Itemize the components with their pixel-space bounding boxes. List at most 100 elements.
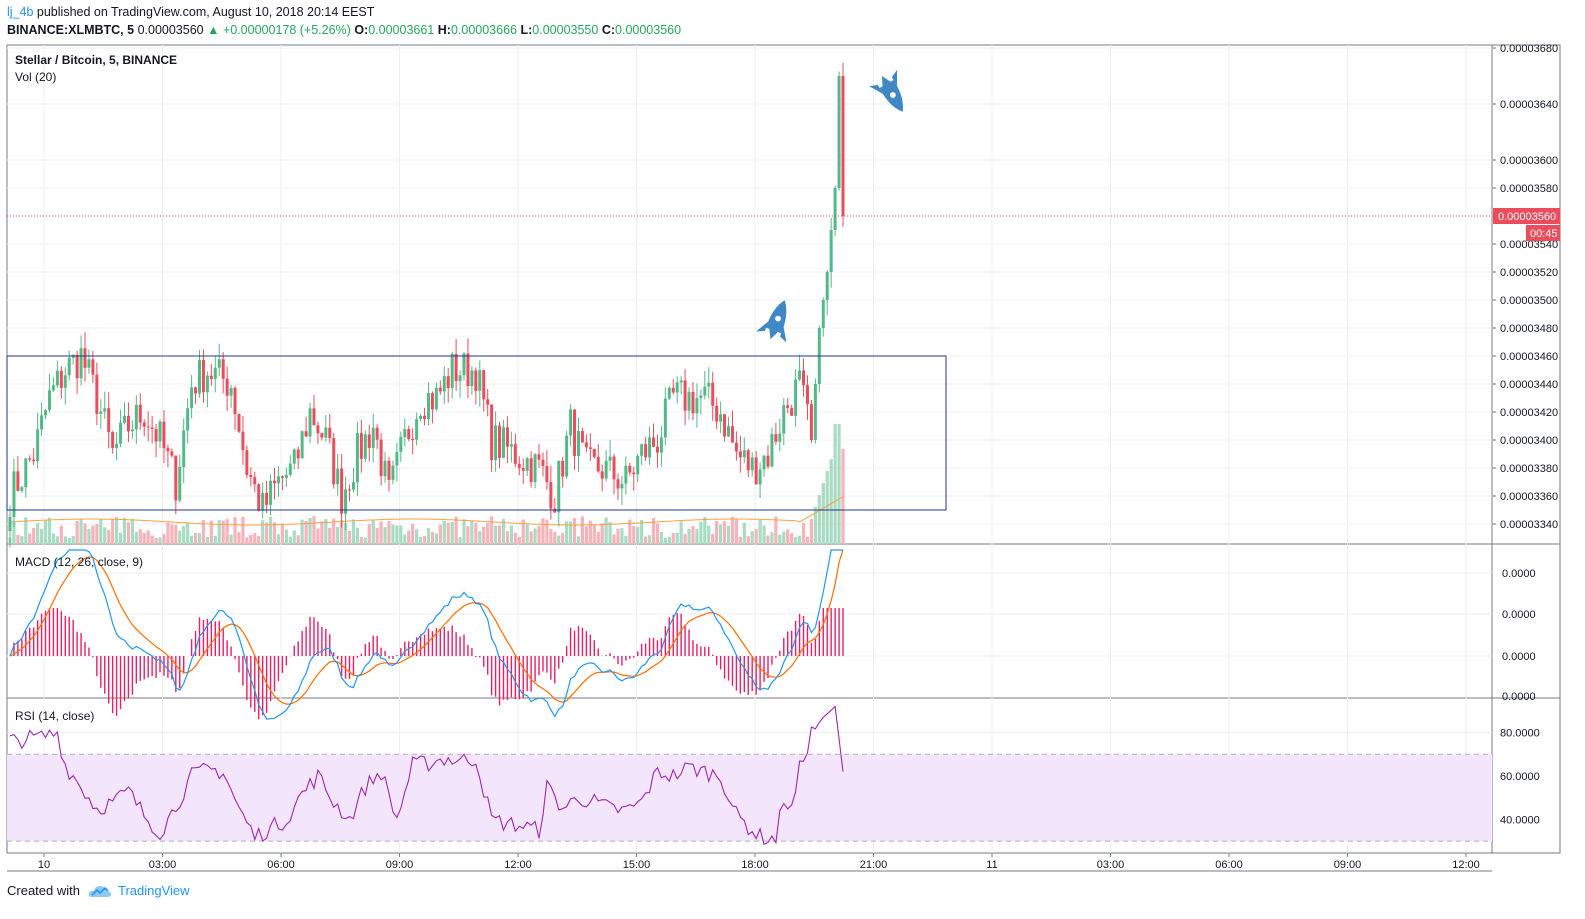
rsi-pane-title: RSI (14, close) — [15, 709, 94, 723]
tradingview-link[interactable]: TradingView — [88, 883, 190, 898]
volume-bar — [253, 533, 257, 544]
candle-body — [205, 375, 209, 393]
candle-body — [723, 414, 727, 437]
candle-body — [711, 382, 715, 406]
candle-body — [119, 422, 123, 444]
candle-body — [371, 427, 375, 448]
volume-bar — [774, 516, 778, 544]
candle-body — [529, 458, 533, 483]
candle-body — [616, 479, 620, 489]
candle-body — [320, 433, 324, 438]
candle-body — [604, 460, 608, 479]
volume-bar — [442, 520, 446, 544]
volume-bar — [592, 524, 596, 544]
candle-body — [36, 429, 40, 462]
candle-body — [213, 367, 217, 379]
volume-bar — [588, 520, 592, 544]
volume-bar — [415, 529, 419, 544]
volume-bar — [612, 534, 616, 544]
candle-body — [442, 376, 446, 392]
candle-body — [87, 359, 91, 368]
volume-bar — [245, 537, 249, 544]
change-value: ▲ +0.00000178 (+5.26%) — [207, 23, 351, 37]
rocket-icon — [869, 69, 903, 112]
candle-body — [126, 415, 130, 432]
time-tick-label: 18:00 — [741, 859, 769, 871]
candle-body — [659, 437, 663, 453]
volume-bar — [770, 531, 774, 544]
high-value: 0.00003666 — [450, 23, 517, 37]
candle-body — [383, 460, 387, 477]
volume-bar — [790, 533, 794, 544]
candle-body — [324, 427, 328, 438]
volume-bar — [284, 529, 288, 544]
candle-body — [663, 398, 667, 438]
price-tick-label: 0.00003520 — [1500, 267, 1558, 279]
candle-body — [296, 449, 300, 459]
candle-body — [612, 456, 616, 480]
candle-body — [225, 378, 229, 396]
volume-bar — [817, 495, 821, 544]
price-tick-label: 0.00003640 — [1500, 99, 1558, 111]
candle-body — [490, 404, 494, 461]
publish-header: lj_4b published on TradingView.com, Augu… — [7, 3, 374, 21]
volume-bar — [841, 449, 845, 544]
symbol-label: BINANCE:XLMBTC, 5 — [7, 23, 135, 37]
volume-bar — [367, 524, 371, 544]
volume-bar — [766, 535, 770, 544]
volume-ma-line — [9, 496, 844, 526]
volume-bar — [719, 524, 723, 544]
volume-bar — [778, 534, 782, 544]
volume-bar — [47, 517, 52, 544]
candle-body — [79, 348, 83, 379]
volume-bar — [596, 531, 600, 544]
price-tick-label: 0.00003680 — [1500, 43, 1558, 55]
volume-bar — [379, 521, 383, 544]
volume-bar — [517, 536, 521, 544]
macd-tick-label: 0.0000 — [1502, 691, 1536, 703]
candle-body — [782, 405, 786, 434]
volume-bar — [288, 536, 292, 544]
volume-bar — [640, 519, 644, 544]
macd-signal-line — [9, 549, 844, 705]
candle-body — [387, 460, 391, 480]
candle-body — [99, 411, 103, 414]
volume-bar — [537, 526, 541, 544]
price-tick-label: 0.00003500 — [1500, 295, 1558, 307]
volume-bar — [628, 519, 632, 544]
candle-body — [687, 391, 691, 411]
candle-body — [348, 489, 352, 491]
volume-bar — [292, 530, 296, 544]
candle-body — [44, 410, 48, 416]
volume-bar — [276, 534, 281, 544]
volume-bar — [726, 525, 731, 544]
candle-body — [813, 384, 817, 440]
volume-bar — [99, 519, 103, 544]
volume-bar — [722, 521, 727, 544]
candle-body — [719, 414, 723, 422]
price-value: 0.00003560 — [137, 23, 204, 37]
volume-bar — [671, 533, 675, 544]
time-tick-label: 06:00 — [1215, 859, 1243, 871]
candle-body — [367, 434, 371, 448]
volume-bar — [138, 529, 142, 544]
volume-bar — [201, 520, 206, 544]
candle-body — [154, 429, 158, 442]
volume-bar — [383, 527, 387, 544]
candle-body — [399, 436, 403, 452]
volume-bar — [336, 527, 340, 544]
volume-bar — [608, 522, 612, 544]
author-link[interactable]: lj_4b — [7, 5, 34, 19]
volume-bar — [525, 524, 529, 544]
volume-bar — [221, 520, 225, 544]
volume-bar — [797, 535, 802, 544]
candle-body — [32, 459, 36, 462]
rsi-tick-label: 60.0000 — [1500, 771, 1540, 783]
volume-bar — [521, 519, 525, 544]
volume-bar — [711, 533, 715, 544]
low-label: L: — [520, 23, 533, 37]
volume-bar — [497, 525, 502, 544]
volume-bar — [371, 520, 375, 544]
candle-body — [391, 465, 395, 480]
